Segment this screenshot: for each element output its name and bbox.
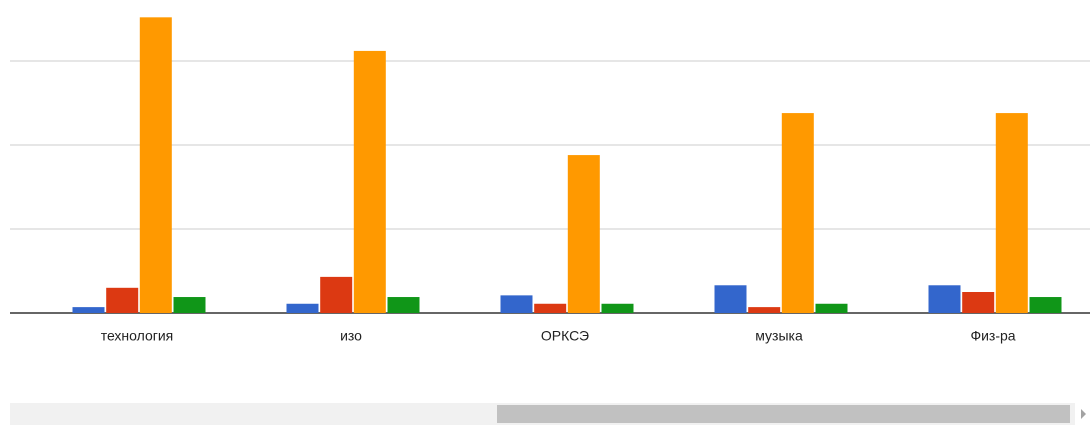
bar: [601, 303, 634, 313]
bar: [139, 17, 172, 313]
bar: [928, 285, 961, 313]
bar: [286, 303, 319, 313]
bar: [815, 303, 848, 313]
bar: [106, 287, 139, 313]
bar: [387, 297, 420, 313]
bar: [567, 155, 600, 313]
bar: [353, 50, 386, 314]
bar: [72, 307, 105, 313]
x-tick-label: Физ-ра: [970, 328, 1015, 344]
scrollbar-thumb[interactable]: [497, 405, 1070, 423]
bar: [500, 295, 533, 313]
scroll-arrow[interactable]: [1081, 409, 1086, 419]
x-tick-label: ОРКСЭ: [541, 328, 589, 344]
x-tick-label: технология: [101, 328, 174, 344]
bar: [320, 276, 353, 313]
x-tick-label: музыка: [755, 328, 803, 344]
x-tick-label: изо: [340, 328, 362, 344]
bar: [995, 113, 1028, 313]
bar: [962, 292, 995, 313]
bar: [1029, 297, 1062, 313]
bar: [173, 297, 206, 313]
bar: [781, 113, 814, 313]
bar: [748, 307, 781, 313]
bar: [534, 303, 567, 313]
bar: [714, 285, 747, 313]
